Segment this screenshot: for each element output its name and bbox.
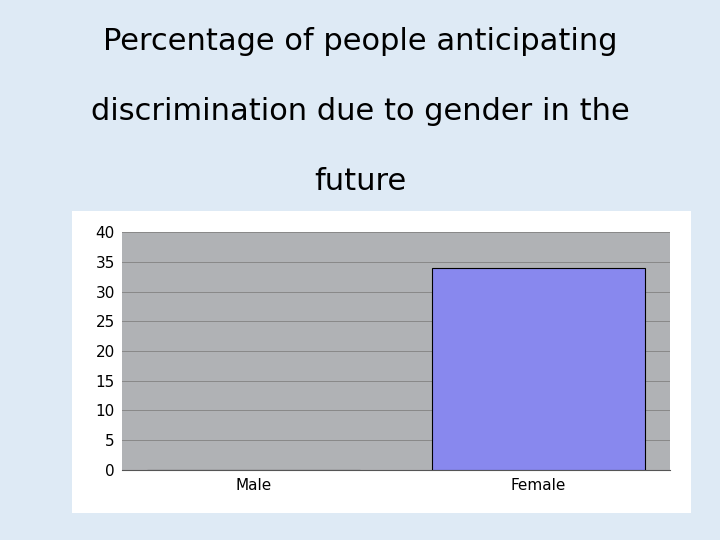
Text: Percentage of people anticipating: Percentage of people anticipating — [103, 27, 617, 56]
Bar — [431, 268, 644, 470]
Text: future: future — [314, 167, 406, 197]
Text: discrimination due to gender in the: discrimination due to gender in the — [91, 97, 629, 126]
